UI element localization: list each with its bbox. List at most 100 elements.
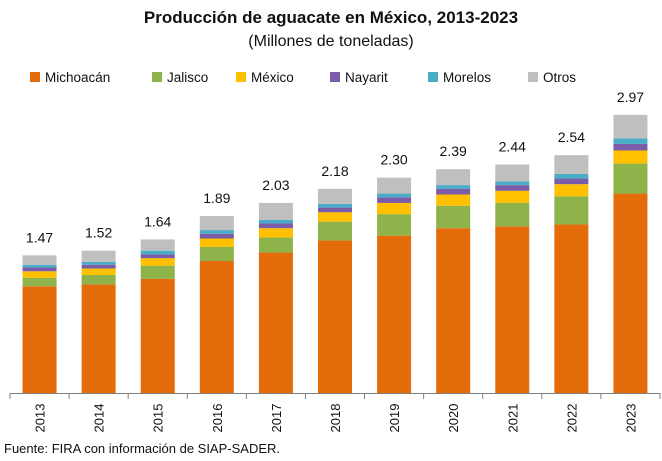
bar-segment [436,169,471,186]
chart-source-note: Fuente: FIRA con información de SIAP-SAD… [4,441,281,456]
bar-total-label: 2.97 [617,89,644,105]
bar-segment [613,150,648,164]
bar-segment [377,177,412,194]
bar-segment [199,246,234,261]
bar-segment [495,181,530,186]
bar-segment [199,238,234,247]
bar-segment [377,202,412,215]
bar-segment [81,264,116,269]
bar-segment [199,216,234,231]
bar-total-label: 1.47 [26,229,53,245]
chart-title: Producción de aguacate en México, 2013-2… [143,8,519,27]
legend-label-nayarit: Nayarit [345,70,388,85]
legend-label-mexico: México [251,70,294,85]
legend-label-morelos: Morelos [443,70,491,85]
bar-segment [199,233,234,239]
bar-segment [377,193,412,198]
legend-swatch-morelos [428,72,438,82]
bar-segment [81,261,116,265]
bar-segment [318,207,352,213]
legend-label-jalisco: Jalisco [167,70,208,85]
x-tick-label: 2017 [269,404,284,433]
x-tick-label: 2021 [505,404,520,433]
bar-segment [258,252,293,393]
x-tick-label: 2018 [328,404,343,433]
bar-segment [436,188,471,195]
bar-segment [140,254,175,259]
bar-segment [258,228,293,238]
x-tick-label: 2020 [446,404,461,433]
bar-segment [81,284,116,393]
x-tick-label: 2016 [210,404,225,433]
bar-segment [554,196,589,225]
bar-segment [258,202,293,220]
bar-total-label: 1.64 [144,213,171,229]
bar-segment [436,228,471,393]
bar-segment [140,265,175,279]
bar-segment [258,219,293,224]
bar-segment [495,190,530,203]
x-tick-label: 2015 [151,404,166,433]
bar-segment [81,250,116,262]
bar-total-label: 1.52 [85,225,112,241]
chart-subtitle: (Millones de toneladas) [248,33,414,50]
legend-swatch-otros [528,72,538,82]
bar-segment [22,286,57,393]
bar-total-label: 2.44 [499,139,526,155]
bar-segment [495,202,530,227]
bar-segment [377,197,412,203]
bar-segment [81,268,116,276]
bar-segment [436,205,471,229]
bar-segment [495,185,530,191]
bar-segment [81,275,116,285]
bar-segment [22,277,57,287]
legend-swatch-nayarit [330,72,340,82]
bar-segment [554,155,589,174]
legend-label-otros: Otros [543,70,576,85]
bar-segment [495,226,530,393]
legend-swatch-michoacan [30,72,40,82]
bar-segment [613,163,648,194]
x-tick-label: 2013 [33,404,48,433]
legend-swatch-mexico [236,72,246,82]
bar-segment [199,230,234,234]
bar-segment [199,260,234,393]
bar-total-label: 2.18 [321,163,348,179]
bar-segment [258,237,293,253]
legend-swatch-jalisco [152,72,162,82]
bar-segment [318,212,352,222]
bar-total-label: 2.54 [558,129,585,145]
bar-total-label: 2.39 [440,143,467,159]
x-tick-label: 2022 [564,404,579,433]
bar-segment [22,267,57,272]
x-tick-label: 2019 [387,404,402,433]
bar-segment [377,235,412,393]
bar-total-label: 2.03 [262,177,289,193]
bar-segment [554,224,589,393]
bar-segment [436,194,471,206]
bar-segment [140,239,175,251]
bar-segment [22,271,57,278]
bar-segment [613,114,648,139]
bar-segment [613,193,648,393]
bar-total-label: 1.89 [203,190,230,206]
bar-segment [554,173,589,179]
bar-segment [318,188,352,204]
bar-segment [318,221,352,241]
bar-segment [613,143,648,151]
bar-total-label: 2.30 [380,152,407,168]
bar-segment [495,164,530,182]
bar-segment [140,250,175,255]
bar-segment [22,264,57,268]
x-tick-label: 2014 [92,404,107,433]
bar-segment [554,184,589,197]
bar-segment [613,138,648,144]
bar-segment [377,214,412,236]
legend-label-michoacan: Michoacán [45,70,110,85]
bar-segment [140,278,175,393]
bar-segment [554,178,589,185]
x-tick-label: 2023 [623,404,638,433]
bar-segment [318,203,352,208]
